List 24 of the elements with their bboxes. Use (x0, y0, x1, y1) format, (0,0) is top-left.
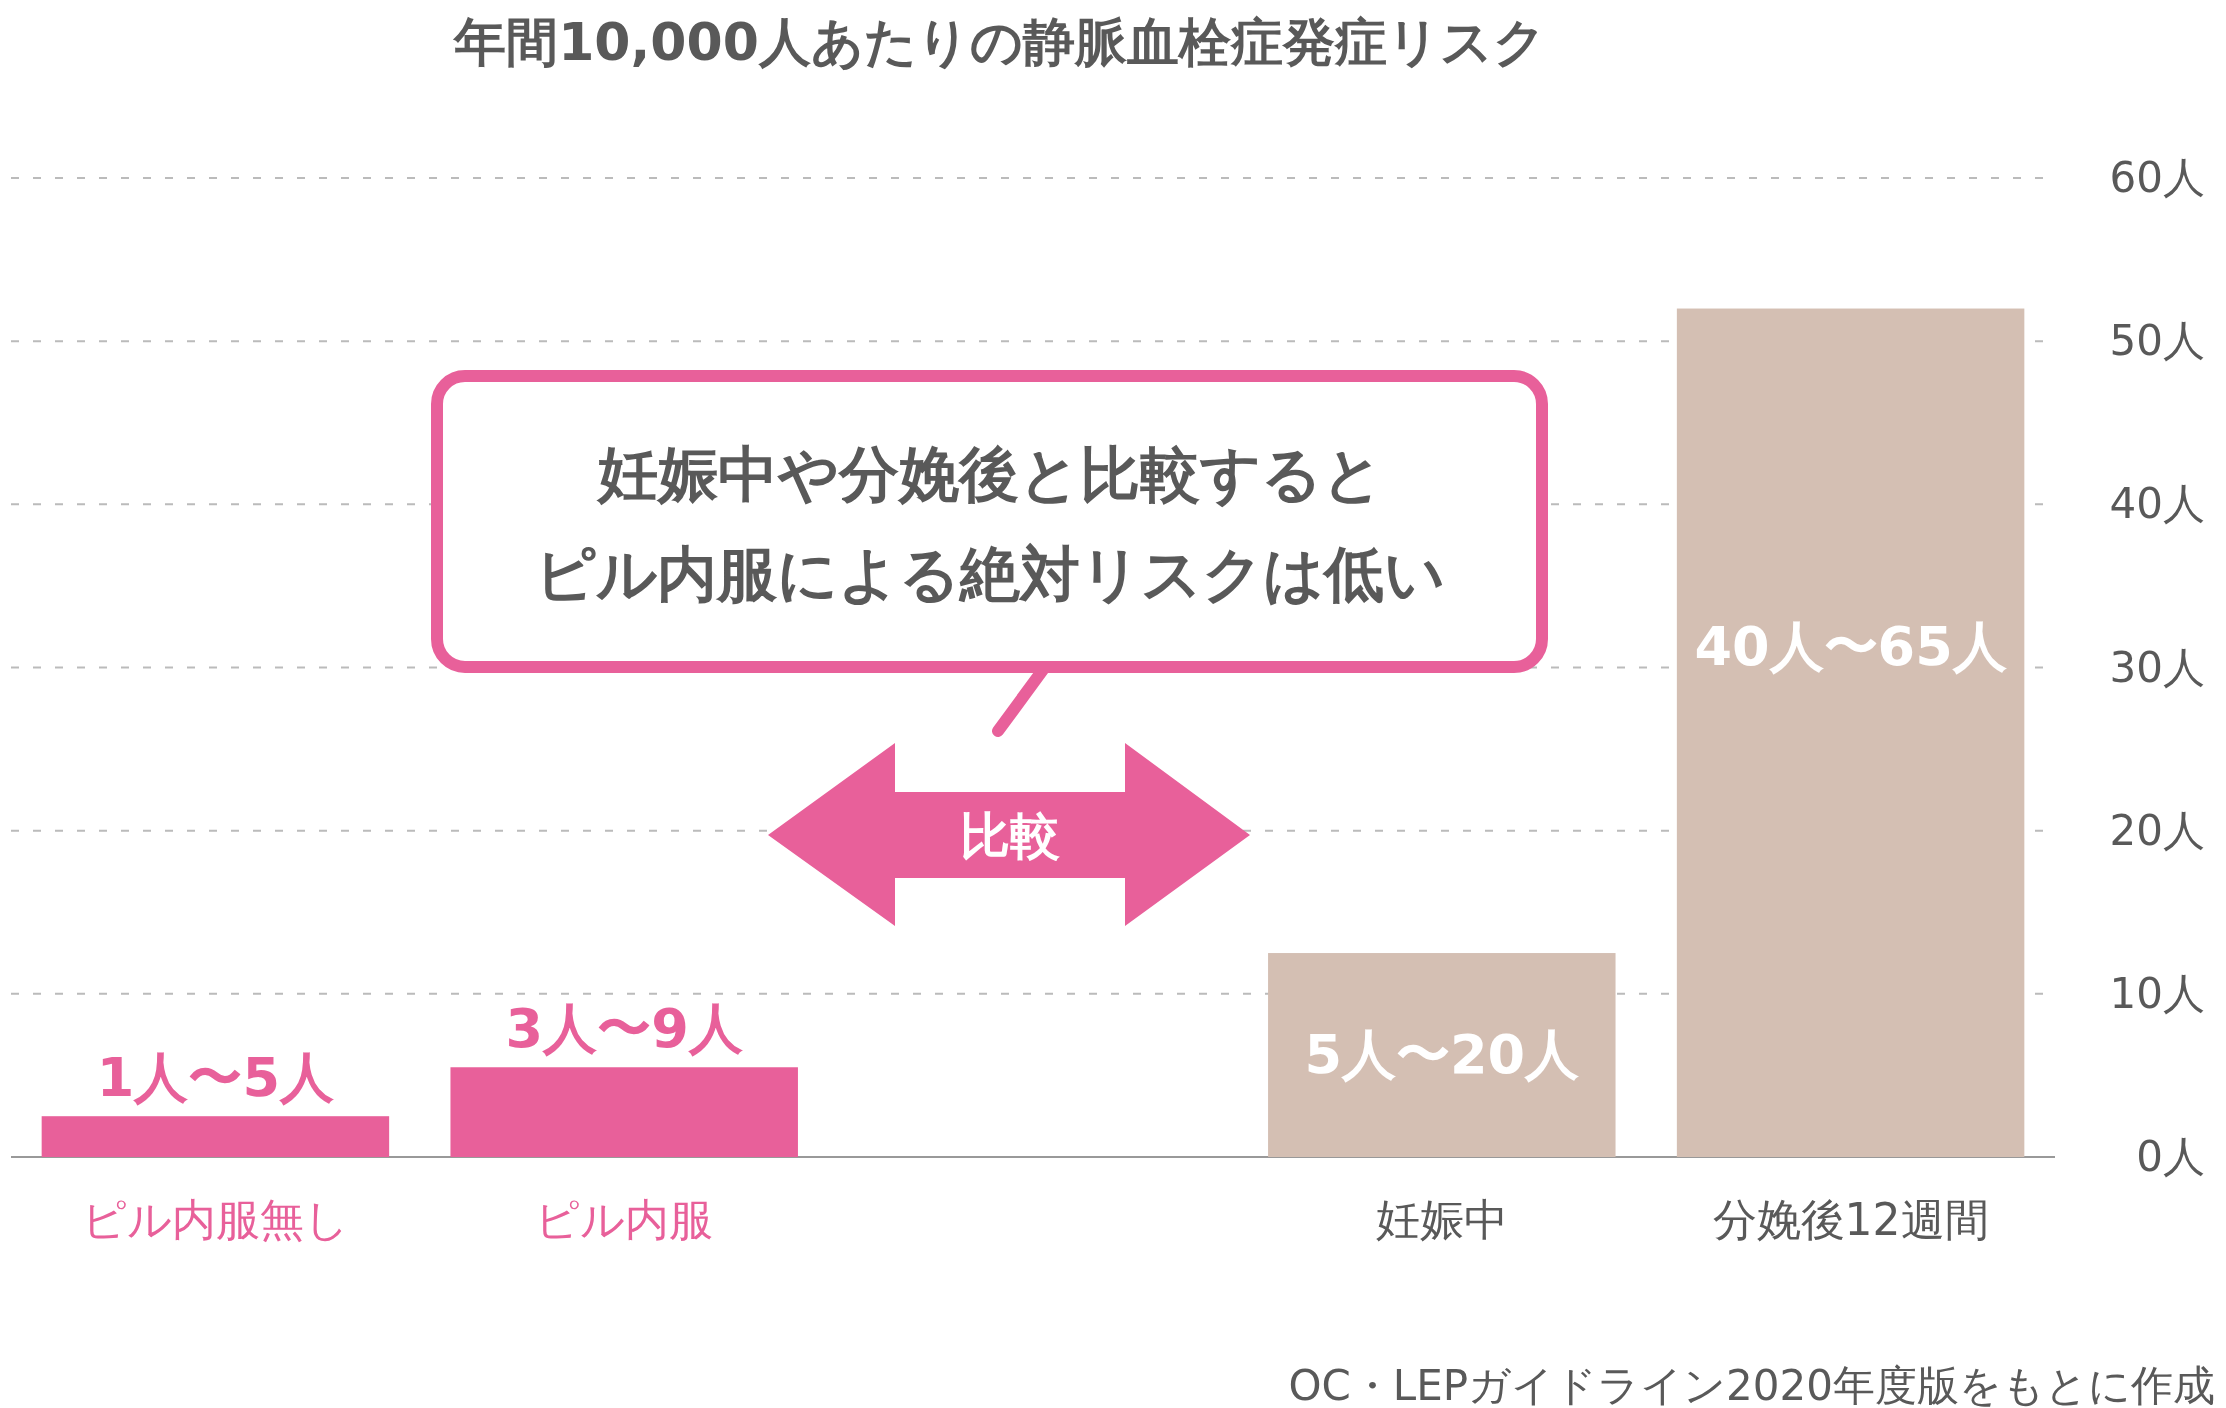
y-tick-label: 60人 (2109, 153, 2205, 202)
bar (1268, 953, 1616, 1157)
text: OC・LEPガイドライン2020年度版をもとに作成 (1288, 1361, 2215, 1408)
annotation: ピル内服による絶対リスクは低い (535, 539, 1445, 609)
x-tick-label: ピル内服 (535, 1194, 714, 1245)
bar (41, 1116, 390, 1157)
annotation: 妊娠中や分娩後と比較すると (595, 439, 1383, 509)
x-tick-label: 妊娠中 (1375, 1194, 1508, 1245)
y-tick-label: 30人 (2109, 642, 2205, 692)
annotation: 3人〜9人 (505, 997, 743, 1061)
bar (450, 1067, 798, 1157)
y-tick-label: 50人 (2109, 316, 2205, 366)
bar (1676, 308, 2025, 1157)
y-tick-label: 0人 (2136, 1132, 2205, 1181)
annotation: 比較 (960, 807, 1060, 865)
chart-title: 年間10,000人あたりの静脈血栓症発症リスク (452, 12, 1546, 72)
annotation: 40人〜65人 (1694, 614, 2007, 678)
x-tick-label: ピル内服無し (81, 1194, 349, 1245)
x-tick-label: 分娩後12週間 (1712, 1194, 1989, 1245)
y-tick-label: 40人 (2109, 479, 2205, 529)
y-tick-label: 10人 (2109, 968, 2205, 1018)
y-tick-label: 20人 (2109, 805, 2205, 855)
annotation: 1人〜5人 (96, 1046, 334, 1110)
annotation: 5人〜20人 (1304, 1023, 1580, 1087)
